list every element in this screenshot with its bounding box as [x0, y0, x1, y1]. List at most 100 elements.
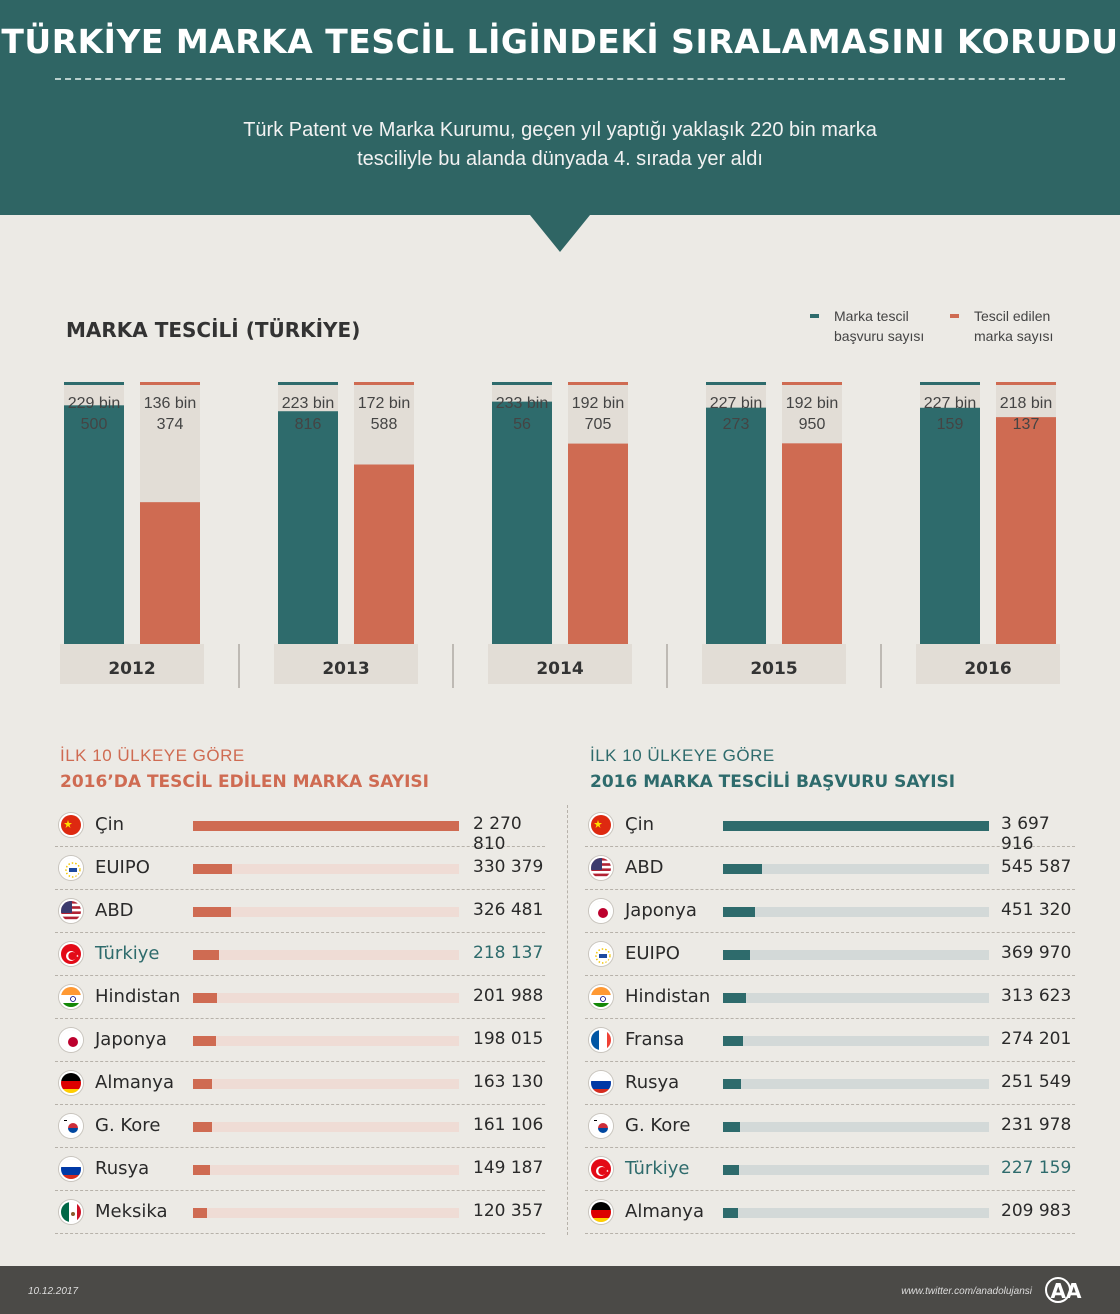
japan-flag-icon	[59, 1028, 83, 1052]
bar-registered	[568, 443, 628, 644]
country-name: Çin	[625, 814, 654, 835]
bar-track	[193, 821, 459, 831]
bar-value: 313 623	[1001, 986, 1072, 1006]
chart-title: MARKA TESCİLİ (TÜRKİYE)	[66, 318, 361, 342]
bar-track	[193, 1165, 459, 1175]
bar-track	[193, 1122, 459, 1132]
subtitle-line-1: Türk Patent ve Marka Kurumu, geçen yıl y…	[243, 119, 877, 141]
bar-value-label: 218 bin	[1000, 395, 1053, 412]
country-name: Rusya	[625, 1072, 680, 1093]
china-flag-icon	[589, 813, 613, 837]
russia-flag-icon	[589, 1071, 613, 1095]
list-row: ABD 545 587	[585, 847, 1075, 890]
bar-value: 218 137	[473, 943, 544, 963]
bar-fill	[193, 1208, 208, 1218]
korea-flag-icon	[589, 1114, 613, 1138]
bar-fill	[193, 1079, 213, 1089]
bar-application	[706, 407, 766, 644]
bar-registered	[782, 443, 842, 644]
bar-track	[723, 1208, 989, 1218]
list-row: Hindistan 201 988	[55, 976, 545, 1019]
right-list-heading-1: İLK 10 ÜLKEYE GÖRE	[590, 746, 775, 765]
bar-value-label: 588	[371, 416, 398, 433]
footer-date: 10.12.2017	[28, 1286, 79, 1297]
bar-fill	[723, 1122, 740, 1132]
bar-application	[492, 401, 552, 644]
list-row: Almanya 163 130	[55, 1062, 545, 1105]
subtitle-line-2: tesciliyle bu alanda dünyada 4. sırada y…	[357, 148, 763, 170]
year-strip	[916, 644, 1060, 684]
bar-fill	[723, 1165, 740, 1175]
bar-value: 227 159	[1001, 1158, 1072, 1178]
bar-top-cap	[140, 382, 200, 385]
bar-fill	[723, 821, 989, 831]
country-name: Fransa	[625, 1029, 685, 1050]
year-strip	[60, 644, 204, 684]
turkey-bar-chart: 2012 229 bin 500 136 bin 374 2013 223 bin 816 17…	[60, 382, 1060, 688]
list-row: G. Kore 161 106	[55, 1105, 545, 1148]
usa-flag-icon	[59, 899, 83, 923]
year-label: 2012	[108, 659, 155, 679]
russia-flag-icon	[59, 1157, 83, 1181]
aa-logo-text: AA	[1051, 1279, 1082, 1303]
legend-registered-line-2: marka sayısı	[974, 328, 1054, 344]
country-name: G. Kore	[95, 1115, 161, 1136]
bar-track	[723, 1036, 989, 1046]
india-flag-icon	[59, 985, 83, 1009]
left-list-heading-1: İLK 10 ÜLKEYE GÖRE	[60, 746, 245, 765]
country-name: EUIPO	[625, 943, 680, 964]
list-row: ABD 326 481	[55, 890, 545, 933]
bar-track	[193, 950, 459, 960]
legend-teal-swatch	[810, 314, 819, 318]
bar-value-label: 136 bin	[144, 395, 197, 412]
bar-track	[723, 821, 989, 831]
list-row: Japonya 451 320	[585, 890, 1075, 933]
country-name: ABD	[95, 900, 134, 921]
bar-value-label: 192 bin	[786, 395, 839, 412]
bar-fill	[193, 864, 232, 874]
bar-track	[193, 907, 459, 917]
list-row: Rusya 149 187	[55, 1148, 545, 1191]
legend-application-line-1: Marka tescil	[834, 308, 909, 324]
bar-value: 149 187	[473, 1158, 544, 1178]
bar-fill	[193, 1122, 212, 1132]
bar-top-cap	[996, 382, 1056, 385]
bar-value: 161 106	[473, 1115, 544, 1135]
germany-flag-icon	[59, 1071, 83, 1095]
bar-value: 330 379	[473, 857, 544, 877]
country-name: Almanya	[625, 1201, 704, 1222]
bar-fill	[193, 993, 217, 1003]
country-name: Hindistan	[625, 986, 711, 1007]
list-row: Fransa 274 201	[585, 1019, 1075, 1062]
list-row: EUIPO 369 970	[585, 933, 1075, 976]
germany-flag-icon	[589, 1200, 613, 1224]
bar-track	[193, 1079, 459, 1089]
bar-value-label: 137	[1013, 416, 1040, 433]
footer: 10.12.2017 www.twitter.com/anadolujansi …	[0, 1266, 1120, 1314]
bar-fill	[723, 864, 763, 874]
country-name: ABD	[625, 857, 664, 878]
bar-value-label: 227 bin	[710, 395, 763, 412]
india-flag-icon	[589, 985, 613, 1009]
bar-value: 274 201	[1001, 1029, 1072, 1049]
bar-fill	[723, 1036, 743, 1046]
header-banner: TÜRKİYE MARKA TESCİL LİGİNDEKİ SIRALAMAS…	[0, 0, 1120, 260]
country-name: Türkiye	[625, 1158, 690, 1179]
bar-value-label: 223 bin	[282, 395, 335, 412]
bar-value: 201 988	[473, 986, 544, 1006]
bar-top-cap	[492, 382, 552, 385]
bar-top-cap	[920, 382, 980, 385]
list-row: G. Kore 231 978	[585, 1105, 1075, 1148]
bar-value: 3 697 916	[1001, 814, 1050, 854]
list-row: Hindistan 313 623	[585, 976, 1075, 1019]
page-subtitle: Türk Patent ve Marka Kurumu, geçen yıl y…	[200, 116, 920, 174]
euipo-icon	[59, 856, 83, 880]
country-name: EUIPO	[95, 857, 150, 878]
bar-top-cap	[568, 382, 628, 385]
bar-registered	[996, 417, 1056, 644]
bar-value-label: 950	[799, 416, 826, 433]
year-strip	[702, 644, 846, 684]
list-row: Rusya 251 549	[585, 1062, 1075, 1105]
bar-value: 326 481	[473, 900, 544, 920]
bar-fill	[723, 907, 756, 917]
